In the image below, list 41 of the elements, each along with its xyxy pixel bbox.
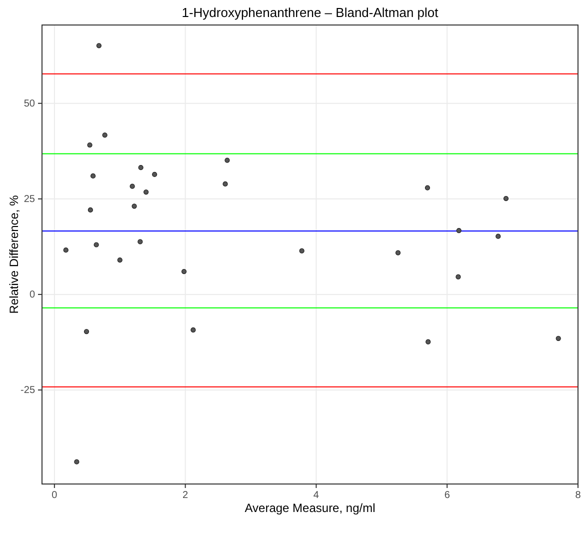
x-tick-label: 2 <box>182 490 189 502</box>
point <box>181 268 187 274</box>
point <box>503 196 509 202</box>
chart-title: 1-Hydroxyphenanthrene – Bland-Altman plot <box>182 5 439 20</box>
x-tick-label: 0 <box>52 490 58 502</box>
point <box>138 165 144 170</box>
point <box>222 181 228 187</box>
x-axis-title: Average Measure, ng/ml <box>244 501 376 515</box>
point <box>152 172 158 177</box>
point <box>84 328 90 334</box>
point <box>90 173 96 179</box>
point <box>426 339 431 344</box>
point <box>96 43 102 48</box>
point <box>556 336 561 341</box>
y-tick-label: -25 <box>20 385 36 396</box>
point <box>138 239 143 244</box>
point <box>87 142 92 148</box>
point <box>94 242 99 248</box>
x-tick-label: 4 <box>313 490 320 502</box>
point <box>74 459 80 464</box>
point <box>424 185 430 190</box>
point <box>130 184 135 189</box>
point <box>224 158 230 163</box>
point <box>299 248 304 254</box>
y-tick-label: 0 <box>29 290 36 301</box>
point <box>102 132 108 138</box>
point <box>63 248 68 253</box>
point <box>456 274 461 280</box>
y-tick-label: 25 <box>24 194 36 206</box>
y-axis-title: Relative Difference, % <box>7 194 21 314</box>
point <box>190 327 196 333</box>
y-tick-label: 50 <box>24 98 36 110</box>
point <box>88 207 93 213</box>
point <box>132 204 137 209</box>
point <box>117 257 122 263</box>
point <box>496 234 501 239</box>
point <box>456 228 462 234</box>
point <box>144 189 149 195</box>
x-tick-label: 6 <box>444 490 450 502</box>
x-tick-label: 8 <box>575 490 582 502</box>
point <box>395 250 401 256</box>
